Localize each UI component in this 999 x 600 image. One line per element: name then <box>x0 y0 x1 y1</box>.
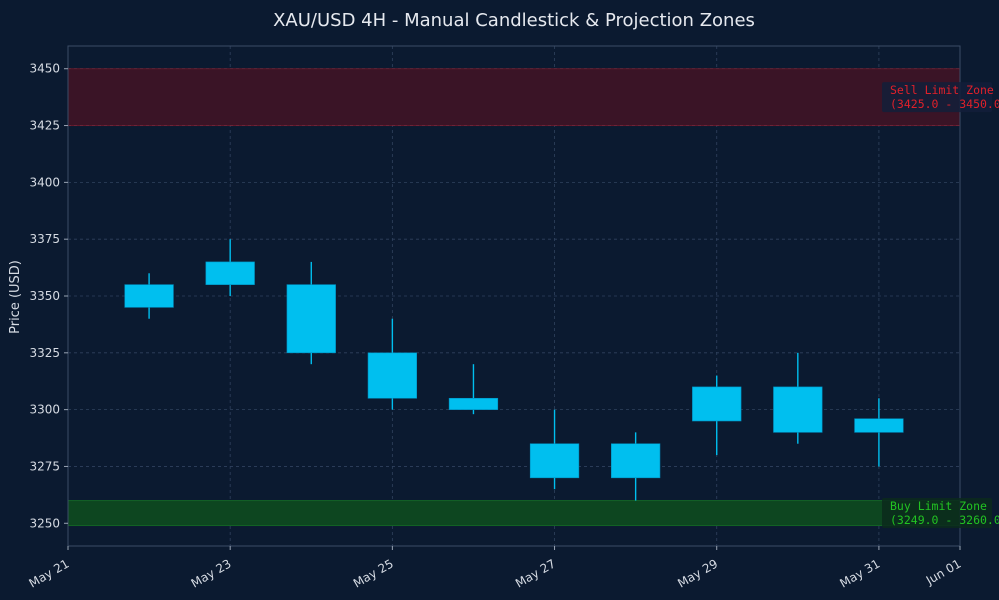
candle-body <box>286 284 336 354</box>
candle <box>529 409 580 490</box>
buy-limit-zone <box>67 500 961 527</box>
zone-label-name: Sell Limit Zone <box>890 83 994 97</box>
candle-body <box>611 443 661 479</box>
y-tick-label: 3325 <box>29 346 60 360</box>
candle-body <box>367 352 417 399</box>
candles <box>124 239 904 501</box>
candle <box>205 239 255 296</box>
chart-title: XAU/USD 4H - Manual Candlestick & Projec… <box>273 10 755 31</box>
y-tick-label: 3425 <box>29 119 60 133</box>
candle-body <box>529 443 580 479</box>
projection-zones <box>67 68 961 527</box>
candle <box>367 318 417 410</box>
candle-body <box>692 386 742 422</box>
buy-zone-label: Buy Limit Zone(3249.0 - 3260.0) <box>882 498 999 529</box>
y-tick-label: 3400 <box>29 175 60 189</box>
y-tick-label: 3275 <box>29 459 60 473</box>
y-tick-label: 3300 <box>29 403 60 417</box>
y-axis-ticks: 3250 3275 3300 3325 3350 3375 3400 3425 3450 <box>29 62 68 530</box>
x-tick-label: Jun 01 <box>923 556 964 588</box>
candle <box>854 398 904 467</box>
zone-labels: Sell Limit Zone(3425.0 - 3450.0) Buy Limi… <box>882 82 999 529</box>
candle <box>773 352 823 444</box>
candle-body <box>773 386 823 433</box>
zone-label-range: (3425.0 - 3450.0) <box>890 97 999 111</box>
zone-label-box <box>882 82 992 113</box>
candle <box>611 432 661 501</box>
sell-limit-zone <box>67 68 961 127</box>
zone-label-name: Buy Limit Zone <box>890 499 987 513</box>
x-tick-label: May 23 <box>189 556 234 590</box>
candle-body <box>205 261 255 285</box>
x-tick-label: May 29 <box>675 556 720 590</box>
x-axis-ticks: May 21 May 23 May 25 May 27 May 29 May 31 Jun … <box>26 546 964 591</box>
candle <box>286 261 336 365</box>
y-axis-label: Price (USD) <box>8 260 23 334</box>
candle <box>448 364 499 415</box>
y-tick-label: 3375 <box>29 232 60 246</box>
candle <box>124 273 174 319</box>
x-tick-label: May 21 <box>26 556 71 590</box>
candle-body <box>448 397 499 410</box>
x-tick-label: May 27 <box>513 556 558 590</box>
y-tick-label: 3250 <box>29 516 60 530</box>
x-tick-label: May 25 <box>351 556 396 590</box>
candle <box>692 375 742 456</box>
x-tick-label: May 31 <box>837 556 882 590</box>
zone-label-range: (3249.0 - 3260.0) <box>890 513 999 527</box>
candle-body <box>854 418 904 433</box>
sell-zone-label: Sell Limit Zone(3425.0 - 3450.0) <box>882 82 999 113</box>
zone-label-box <box>882 498 992 529</box>
candle-body <box>124 284 174 308</box>
y-tick-label: 3450 <box>29 62 60 76</box>
y-tick-label: 3350 <box>29 289 60 303</box>
